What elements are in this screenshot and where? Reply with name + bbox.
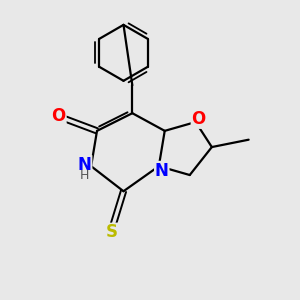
Text: H: H: [80, 169, 89, 182]
Text: O: O: [191, 110, 206, 128]
Text: O: O: [52, 107, 66, 125]
Text: N: N: [78, 156, 92, 174]
Text: S: S: [106, 224, 118, 242]
Text: N: N: [155, 162, 169, 180]
